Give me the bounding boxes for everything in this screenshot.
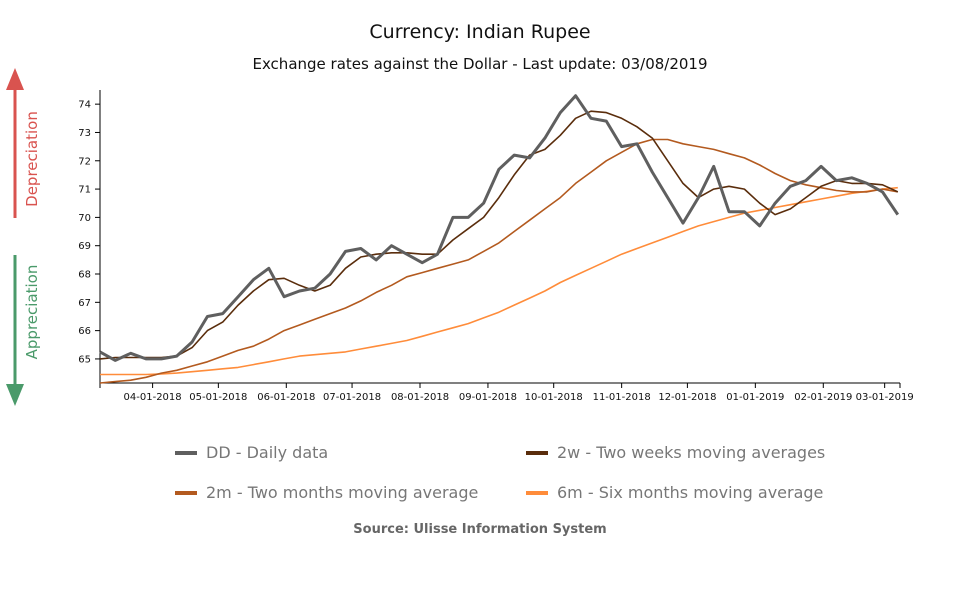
x-tick-label: 06-01-2018: [257, 392, 315, 403]
legend-label: DD - Daily data: [206, 443, 329, 462]
y-tick-label: 70: [78, 213, 91, 224]
legend-swatch: [526, 490, 548, 495]
legend-item-6m[interactable]: 6m - Six months moving average: [526, 483, 823, 502]
y-tick-label: 73: [78, 128, 91, 139]
series-line-2m: [99, 138, 898, 384]
y-tick-label: 72: [78, 156, 91, 167]
x-tick-label: 09-01-2018: [459, 392, 517, 403]
legend-swatch: [175, 490, 197, 495]
legend-swatch: [526, 450, 548, 455]
x-tick-label: 11-01-2018: [593, 392, 651, 403]
source-note: Source: Ulisse Information System: [353, 522, 607, 537]
line-chart: 65 66 67 68 69 70 71 72 73 74 04-01-2018 05-01-2018…: [78, 90, 914, 403]
x-tick-label: 10-01-2018: [525, 392, 583, 403]
direction-arrows: [6, 68, 24, 406]
chart-title: Currency: Indian Rupee: [369, 21, 591, 43]
x-tick-label: 05-01-2018: [189, 392, 247, 403]
legend-swatch: [175, 450, 197, 455]
legend-label: 6m - Six months moving average: [557, 483, 824, 502]
y-tick-label: 68: [78, 270, 91, 281]
y-tick-label: 65: [78, 354, 91, 365]
x-tick-label: 08-01-2018: [391, 392, 449, 403]
legend-label: 2w - Two weeks moving averages: [557, 443, 826, 462]
x-tick-label: 04-01-2018: [124, 392, 182, 403]
y-tick-label: 66: [78, 326, 91, 337]
x-tick-label: 12-01-2018: [658, 392, 716, 403]
chart-subtitle: Exchange rates against the Dollar - Last…: [252, 55, 708, 73]
appreciation-arrowhead-icon: [6, 384, 24, 406]
x-tick-label: 01-01-2019: [726, 392, 784, 403]
x-tick-label: 03-01-2019: [856, 392, 914, 403]
legend-item-2w[interactable]: 2w - Two weeks moving averages: [526, 443, 825, 462]
x-tick-label: 02-01-2019: [794, 392, 852, 403]
legend-item-2m[interactable]: 2m - Two months moving average: [175, 483, 478, 502]
legend-item-dd[interactable]: DD - Daily data: [175, 443, 328, 462]
x-tick-label: 07-01-2018: [323, 392, 381, 403]
legend-label: 2m - Two months moving average: [206, 483, 479, 502]
series-line-2w: [99, 110, 899, 360]
y-tick-label: 69: [78, 241, 91, 252]
series-line-dd: [99, 94, 900, 362]
series-line-6m: [100, 186, 898, 376]
y-tick-label: 67: [78, 298, 91, 309]
y-tick-label: 74: [78, 100, 91, 111]
depreciation-arrowhead-icon: [6, 68, 24, 90]
y-tick-label: 71: [78, 185, 91, 196]
